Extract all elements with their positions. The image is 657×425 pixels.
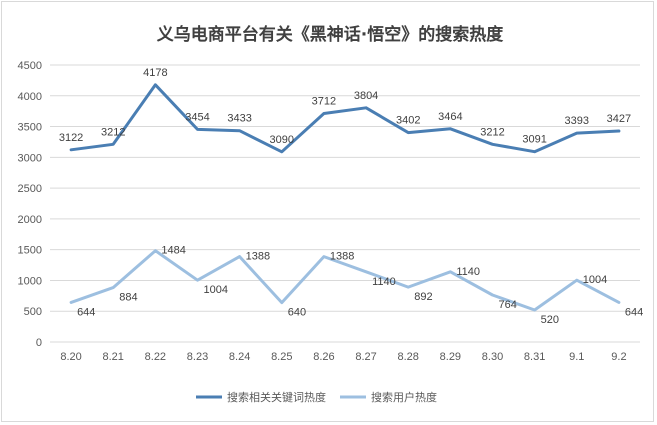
data-label: 3427 — [607, 113, 631, 125]
y-tick-label: 500 — [24, 306, 42, 318]
data-label: 3804 — [354, 90, 378, 102]
y-tick-label: 0 — [36, 337, 42, 349]
data-label: 3402 — [396, 115, 420, 127]
data-label: 1004 — [583, 274, 607, 286]
x-tick-label: 8.21 — [103, 351, 124, 363]
x-tick-label: 8.26 — [313, 351, 334, 363]
data-label: 644 — [625, 306, 643, 318]
y-tick-label: 4000 — [18, 91, 42, 103]
data-label: 3090 — [270, 134, 294, 146]
chart-title: 义乌电商平台有关《黑神话·悟空》的搜索热度 — [157, 24, 504, 45]
data-labels: 3122 3212 4178 3454 3433 3090 3712 3804 3402 3464… — [59, 67, 643, 326]
x-tick-label: 8.27 — [355, 351, 376, 363]
data-label: 640 — [288, 307, 306, 319]
x-tick-label: 8.23 — [187, 351, 208, 363]
y-tick-label: 2500 — [18, 183, 42, 195]
y-tick-label: 1500 — [18, 245, 42, 257]
legend-label: 搜索相关关键词热度 — [227, 390, 326, 404]
y-tick-label: 3500 — [18, 122, 42, 134]
data-label: 3712 — [312, 96, 336, 108]
x-tick-label: 8.28 — [398, 351, 419, 363]
x-axis: 8.20 8.21 8.22 8.23 8.24 8.25 8.26 8.27 8.28 8.29… — [60, 351, 626, 363]
x-tick-label: 8.31 — [524, 351, 545, 363]
data-label: 3393 — [565, 115, 589, 127]
data-label: 1004 — [204, 284, 228, 296]
y-axis: 0 500 1000 1500 2000 2500 3000 3500 4000 4500 — [18, 60, 42, 349]
series-line-1 — [69, 83, 621, 154]
x-tick-label: 8.20 — [60, 351, 81, 363]
data-label: 1484 — [161, 245, 185, 257]
data-label: 520 — [541, 314, 559, 326]
series-layer — [69, 83, 621, 312]
data-label: 644 — [77, 306, 95, 318]
data-label: 3433 — [227, 113, 251, 125]
x-tick-label: 9.1 — [569, 351, 584, 363]
x-tick-label: 8.30 — [482, 351, 503, 363]
data-label: 3464 — [438, 111, 462, 123]
data-label: 1140 — [372, 276, 396, 288]
legend: 搜索相关关键词热度 搜索用户热度 — [196, 390, 437, 404]
data-label: 3212 — [101, 126, 125, 138]
x-tick-label: 8.22 — [145, 351, 166, 363]
data-label: 892 — [414, 291, 432, 303]
data-label: 3091 — [522, 134, 546, 146]
data-label: 3212 — [480, 126, 504, 138]
data-label: 764 — [499, 299, 517, 311]
y-tick-label: 3000 — [18, 152, 42, 164]
y-tick-label: 2000 — [18, 214, 42, 226]
data-label: 3454 — [185, 111, 209, 123]
x-tick-label: 8.29 — [440, 351, 461, 363]
data-label: 1140 — [456, 266, 480, 278]
data-label: 4178 — [143, 67, 167, 79]
data-label: 3122 — [59, 132, 83, 144]
data-label: 1388 — [246, 251, 270, 263]
x-tick-label: 8.24 — [229, 351, 250, 363]
legend-label: 搜索用户热度 — [371, 390, 437, 404]
y-tick-label: 1000 — [18, 275, 42, 287]
x-tick-label: 8.25 — [271, 351, 292, 363]
data-label: 1388 — [330, 251, 354, 263]
x-tick-label: 9.2 — [611, 351, 626, 363]
series-line-2 — [69, 249, 621, 312]
data-label: 884 — [119, 292, 137, 304]
y-tick-label: 4500 — [18, 60, 42, 72]
